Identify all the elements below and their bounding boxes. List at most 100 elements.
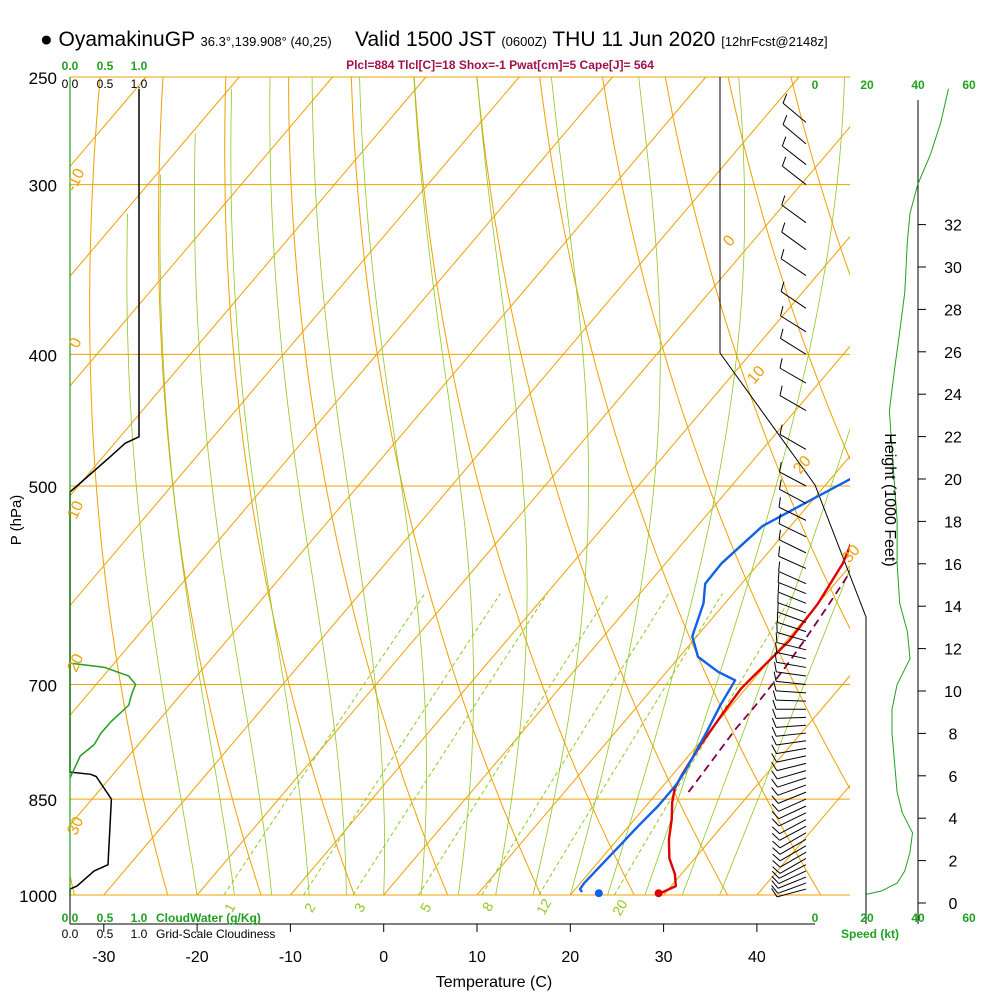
wind-barb-flag bbox=[771, 833, 780, 841]
x-tick-label: -30 bbox=[92, 949, 115, 966]
wind-barb-staff bbox=[776, 690, 807, 694]
speed-tick-top: 0 bbox=[812, 78, 819, 92]
wind-barb-staff bbox=[777, 777, 807, 788]
wind-barb bbox=[778, 561, 807, 585]
wind-barb bbox=[776, 622, 807, 642]
height-tick-label: 6 bbox=[949, 769, 958, 786]
wind-barb-flag bbox=[771, 803, 779, 812]
wind-barb-flag bbox=[772, 853, 781, 862]
wind-barb bbox=[781, 222, 807, 251]
wind-barb-flag bbox=[779, 358, 783, 369]
height-axis-label: Height (1000 Feet) bbox=[881, 433, 898, 566]
height-tick-label: 32 bbox=[944, 218, 962, 235]
wind-barb bbox=[775, 642, 807, 660]
wind-barb-flag bbox=[771, 885, 779, 894]
wind-barb bbox=[771, 805, 807, 820]
wind-barb-flag bbox=[775, 642, 778, 653]
wind-barb bbox=[782, 93, 807, 123]
wind-barb-flag bbox=[771, 744, 777, 754]
wind-barb-flag bbox=[771, 818, 780, 827]
tropopause-boundary bbox=[719, 77, 867, 924]
moist-adiabat-line bbox=[681, 427, 850, 896]
cloudwater-tick-top: 0.0 bbox=[62, 59, 79, 73]
moist-adiabat-line bbox=[359, 76, 427, 896]
wind-barb-flag bbox=[777, 582, 780, 593]
moist-adiabat-line bbox=[719, 567, 850, 896]
surface-point bbox=[654, 889, 663, 898]
wind-barb-staff bbox=[776, 724, 807, 728]
cloudiness-tick-bottom: 0.5 bbox=[97, 927, 114, 941]
wind-barb-staff bbox=[776, 716, 807, 719]
wind-barb-flag bbox=[772, 708, 777, 719]
wind-barb bbox=[771, 717, 807, 728]
mixing-ratio-label: 20 bbox=[609, 897, 631, 919]
dew-point-line bbox=[578, 477, 850, 893]
valid-time: Valid 1500 JST bbox=[355, 28, 496, 51]
cloudiness-tick-top: 0.5 bbox=[97, 77, 114, 91]
wind-barb-flag bbox=[771, 770, 778, 780]
wind-barb bbox=[776, 612, 807, 633]
pressure-tick-label: 300 bbox=[29, 177, 57, 196]
wind-barb-staff bbox=[778, 798, 807, 812]
wind-barb-flag bbox=[771, 761, 778, 771]
wind-barb bbox=[777, 572, 807, 595]
mixing-ratio-label: 5 bbox=[417, 900, 435, 915]
wind-barb bbox=[780, 281, 807, 309]
wind-barb-staff bbox=[780, 315, 807, 333]
wind-barb-flag bbox=[774, 652, 777, 663]
wind-barb-staff bbox=[776, 740, 807, 746]
height-tick-label: 16 bbox=[944, 557, 962, 574]
moist-adiabat-line bbox=[126, 213, 198, 896]
wind-barb bbox=[771, 798, 807, 812]
pressure-tick-label: 400 bbox=[29, 346, 57, 365]
dry-adiabat-label: 0 bbox=[720, 232, 739, 250]
height-tick-label: 10 bbox=[944, 684, 962, 701]
wind-barb-staff bbox=[777, 791, 807, 804]
x-tick-label: 10 bbox=[468, 949, 486, 966]
wind-barb-staff bbox=[779, 819, 807, 835]
wind-barb-staff bbox=[778, 555, 807, 569]
wind-barb-staff bbox=[778, 870, 807, 885]
x-tick-label: -10 bbox=[279, 949, 302, 966]
wind-barb bbox=[781, 156, 807, 185]
dry-adiabat-label: 0 bbox=[66, 335, 85, 350]
wind-barb-staff bbox=[778, 571, 807, 585]
parcel-line bbox=[687, 570, 850, 793]
wind-barb bbox=[771, 753, 807, 763]
wind-barb-flag bbox=[781, 195, 786, 206]
height-tick-label: 8 bbox=[949, 726, 958, 743]
wind-barb-staff bbox=[777, 882, 807, 894]
height-tick-label: 26 bbox=[944, 345, 962, 362]
wind-barb-flag bbox=[771, 778, 778, 788]
wind-barb bbox=[771, 761, 807, 772]
station-location: 36.3°,139.908° (40,25) bbox=[200, 34, 332, 49]
wind-barb-staff bbox=[777, 581, 807, 595]
wind-barb-flag bbox=[771, 826, 780, 835]
wind-barb bbox=[771, 726, 807, 737]
wind-barb-staff bbox=[776, 642, 807, 651]
dry-adiabat-line bbox=[476, 76, 728, 896]
x-tick-label: 40 bbox=[748, 949, 766, 966]
pressure-tick-label: 700 bbox=[29, 677, 57, 696]
wind-barb bbox=[771, 770, 807, 780]
speed-tick-bottom: 0 bbox=[812, 911, 819, 925]
dry-adiabat-line bbox=[727, 76, 850, 461]
wind-barb-flag bbox=[779, 461, 782, 473]
wind-barb-flag bbox=[781, 156, 787, 167]
wind-barb-flag bbox=[778, 513, 781, 524]
utc-time: (0600Z) bbox=[501, 34, 547, 49]
wind-barb-flag bbox=[782, 115, 788, 125]
wind-barb-flag bbox=[780, 249, 785, 259]
speed-tick-bottom: 40 bbox=[911, 911, 925, 925]
wind-barb-flag bbox=[780, 306, 784, 317]
wind-barb-flag bbox=[771, 811, 780, 820]
wind-barb-flag bbox=[771, 735, 777, 746]
height-tick-label: 28 bbox=[944, 302, 962, 319]
wind-barb-flag bbox=[778, 546, 781, 557]
wind-barb-flag bbox=[781, 222, 786, 233]
wind-barb-flag bbox=[780, 281, 785, 292]
wind-barb-staff bbox=[782, 124, 807, 145]
chart-title: ● OyamakinuGP 36.3°,139.908° (40,25) Val… bbox=[40, 28, 828, 52]
cloudwater-label: CloudWater (g/Kg) bbox=[156, 911, 261, 925]
